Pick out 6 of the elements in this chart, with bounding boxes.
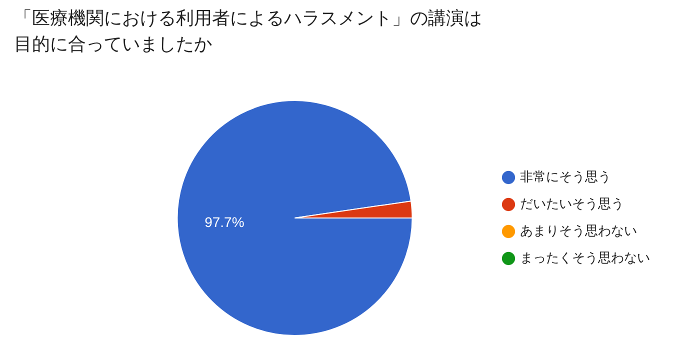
legend-label: まったくそう思わない xyxy=(520,250,650,266)
legend-label: あまりそう思わない xyxy=(520,224,637,239)
legend-label: 非常にそう思う xyxy=(520,170,611,185)
data-label: 97.7% xyxy=(204,214,244,230)
legend-label: だいたいそう思う xyxy=(520,196,624,212)
chart-title: 「医療機関における利用者によるハラスメント」の講演は目的に合っていましたか xyxy=(14,7,483,57)
